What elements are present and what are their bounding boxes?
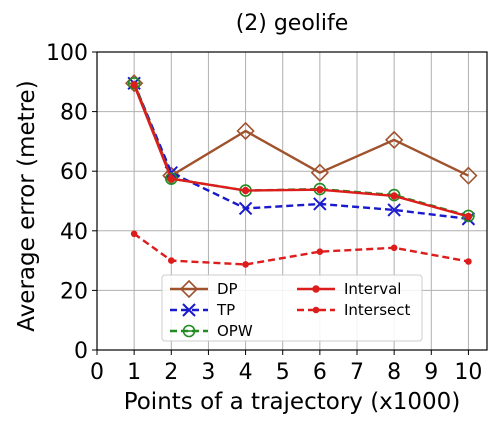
legend-label-opw: OPW bbox=[217, 322, 253, 340]
x-tick-label: 8 bbox=[387, 360, 401, 385]
y-tick-label: 100 bbox=[46, 41, 88, 66]
series-line-intersect bbox=[133, 232, 469, 266]
y-tick-label: 20 bbox=[60, 279, 88, 304]
series-line-tp bbox=[133, 82, 469, 221]
plot-area bbox=[96, 51, 488, 351]
point-intersect bbox=[316, 248, 324, 255]
point-interval bbox=[316, 185, 324, 194]
legend-marker-tp-stroke bbox=[182, 303, 196, 317]
point-tp-stroke bbox=[387, 203, 401, 217]
point-tp bbox=[313, 197, 327, 211]
series-opw bbox=[127, 76, 475, 223]
x-axis-label: Points of a trajectory (x1000) bbox=[124, 389, 461, 415]
point-tp-stroke bbox=[313, 197, 327, 211]
point-interval bbox=[390, 192, 398, 200]
point-intersect bbox=[167, 257, 175, 264]
x-tick-label: 0 bbox=[90, 360, 104, 385]
x-tick-label: 10 bbox=[454, 360, 482, 385]
point-interval bbox=[130, 81, 138, 89]
series-line-dp bbox=[133, 82, 469, 177]
legend: DP TP OPW Interval Intersect bbox=[161, 274, 423, 342]
y-tick-label: 40 bbox=[60, 220, 88, 245]
x-tick-label: 1 bbox=[127, 360, 141, 385]
point-intersect bbox=[390, 244, 398, 252]
x-tick-label: 3 bbox=[201, 360, 215, 385]
series-dp bbox=[125, 74, 478, 185]
point-dp bbox=[459, 166, 478, 185]
x-tick-label: 7 bbox=[350, 360, 364, 385]
legend-label-interval: Interval bbox=[344, 280, 401, 298]
chart-title: (2) geolife bbox=[236, 11, 349, 36]
point-interval bbox=[241, 186, 250, 195]
x-tick-label: 5 bbox=[276, 360, 290, 385]
x-axis: 0 1 2 3 4 5 6 7 8 9 10 bbox=[90, 350, 482, 385]
point-intersect bbox=[465, 258, 472, 265]
legend-marker-interval bbox=[312, 285, 320, 293]
point-interval bbox=[167, 174, 175, 183]
point-tp bbox=[387, 203, 401, 217]
point-dp bbox=[385, 130, 404, 150]
series-line-opw bbox=[133, 82, 469, 218]
legend-marker-tp bbox=[182, 303, 196, 317]
point-dp bbox=[236, 121, 255, 141]
legend-label-tp: TP bbox=[216, 301, 235, 319]
series-layer bbox=[125, 74, 478, 268]
legend-marker-dp bbox=[179, 279, 199, 299]
point-intersect bbox=[130, 230, 138, 238]
point-tp bbox=[238, 201, 253, 216]
legend-label-dp: DP bbox=[217, 280, 238, 298]
point-dp bbox=[310, 163, 329, 182]
y-axis: 0 20 40 60 80 100 bbox=[46, 41, 97, 364]
legend-label-intersect: Intersect bbox=[344, 301, 410, 319]
legend-box bbox=[161, 274, 423, 342]
y-tick-label: 80 bbox=[60, 101, 88, 126]
x-tick-label: 4 bbox=[239, 360, 253, 385]
y-axis-label: Average error (metre) bbox=[14, 80, 40, 331]
x-tick-label: 6 bbox=[313, 360, 327, 385]
point-tp-stroke bbox=[238, 201, 253, 216]
point-interval bbox=[464, 212, 473, 221]
y-tick-label: 60 bbox=[60, 160, 88, 185]
point-intersect bbox=[242, 261, 249, 268]
series-line-interval bbox=[133, 84, 469, 218]
legend-marker-intersect bbox=[312, 306, 320, 314]
series-intersect bbox=[130, 230, 472, 268]
x-tick-label: 2 bbox=[164, 360, 178, 385]
series-interval bbox=[130, 81, 473, 221]
x-tick-label: 9 bbox=[424, 360, 438, 385]
legend-marker-opw bbox=[182, 324, 196, 338]
y-tick-label: 0 bbox=[74, 339, 88, 364]
